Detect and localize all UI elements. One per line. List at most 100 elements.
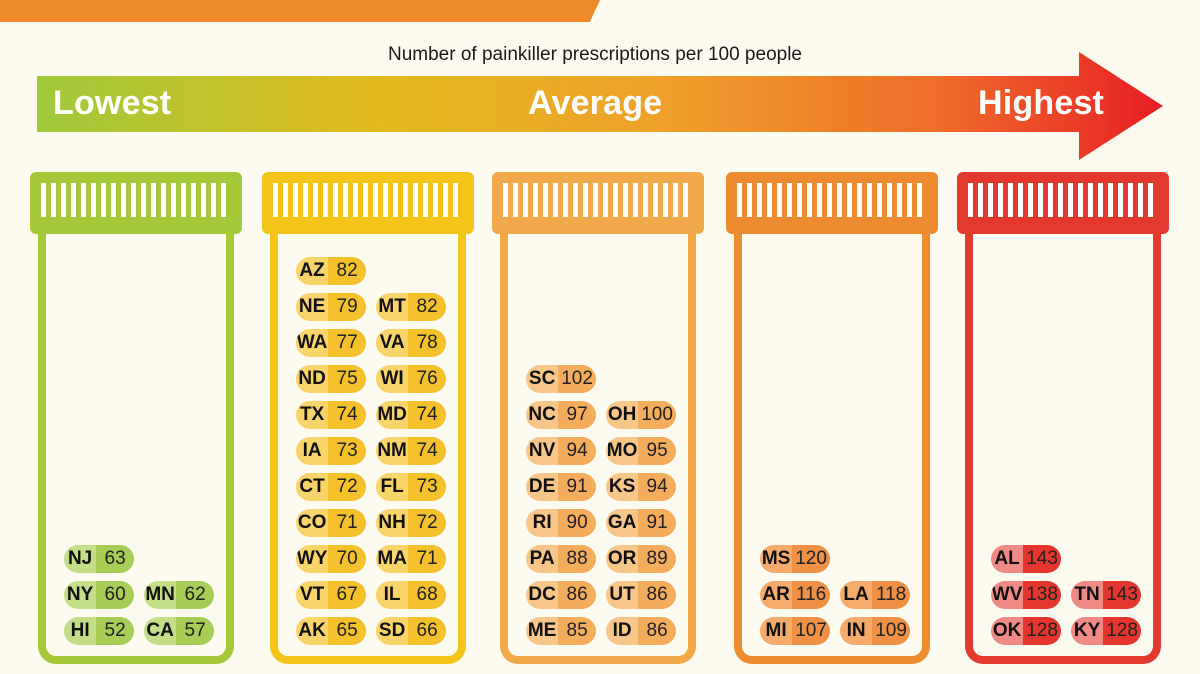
state-code: AK — [296, 617, 329, 645]
state-code: NH — [376, 509, 409, 537]
state-code: TN — [1071, 581, 1104, 609]
state-pill-ms: MS 120 — [760, 545, 830, 573]
state-pill-ma: MA 71 — [376, 545, 446, 573]
state-code: FL — [376, 473, 409, 501]
state-code: MD — [376, 401, 409, 429]
state-code: MI — [760, 617, 793, 645]
prescription-value: 118 — [872, 581, 910, 609]
state-pill-id: ID 86 — [606, 617, 676, 645]
state-pill-pa: PA 88 — [526, 545, 596, 573]
top-color-band — [0, 0, 600, 22]
jar-lid — [492, 172, 704, 234]
state-code: WA — [296, 329, 329, 357]
prescription-value: 74 — [408, 401, 446, 429]
jar-lid-ridges — [41, 183, 231, 217]
state-code: NY — [64, 581, 97, 609]
state-pill-ia: IA 73 — [296, 437, 366, 465]
jar-lid — [726, 172, 938, 234]
state-code: MS — [760, 545, 793, 573]
state-code: NE — [296, 293, 329, 321]
prescription-value: 86 — [638, 617, 676, 645]
state-code: KY — [1071, 617, 1104, 645]
state-pill-ok: OK 128 — [991, 617, 1061, 645]
prescription-value: 75 — [328, 365, 366, 393]
state-code: MN — [144, 581, 177, 609]
prescription-value: 138 — [1023, 581, 1061, 609]
state-pill-ut: UT 86 — [606, 581, 676, 609]
state-code: ND — [296, 365, 329, 393]
jar-lid — [30, 172, 242, 234]
state-code: IA — [296, 437, 329, 465]
state-code: ME — [526, 617, 559, 645]
prescription-value: 62 — [176, 581, 214, 609]
jar-lid-ridges — [273, 183, 463, 217]
state-pill-la: LA 118 — [840, 581, 910, 609]
state-pill-ny: NY 60 — [64, 581, 134, 609]
state-pill-tn: TN 143 — [1071, 581, 1141, 609]
state-code: WY — [296, 545, 329, 573]
state-code: GA — [606, 509, 639, 537]
state-code: NC — [526, 401, 559, 429]
prescription-value: 128 — [1103, 617, 1141, 645]
state-code: VA — [376, 329, 409, 357]
prescription-value: 82 — [408, 293, 446, 321]
state-code: NM — [376, 437, 409, 465]
jar-lid-ridges — [737, 183, 927, 217]
prescription-value: 107 — [792, 617, 830, 645]
state-code: MO — [606, 437, 639, 465]
prescription-value: 73 — [328, 437, 366, 465]
state-pill-fl: FL 73 — [376, 473, 446, 501]
prescription-value: 143 — [1023, 545, 1061, 573]
prescription-value: 100 — [638, 401, 676, 429]
state-code: MA — [376, 545, 409, 573]
state-code: VT — [296, 581, 329, 609]
state-pill-ct: CT 72 — [296, 473, 366, 501]
state-pill-al: AL 143 — [991, 545, 1061, 573]
chart-subtitle: Number of painkiller prescriptions per 1… — [387, 44, 802, 65]
state-code: TX — [296, 401, 329, 429]
prescription-value: 82 — [328, 257, 366, 285]
state-pill-mo: MO 95 — [606, 437, 676, 465]
state-pill-ri: RI 90 — [526, 509, 596, 537]
prescription-value: 89 — [638, 545, 676, 573]
state-code: OK — [991, 617, 1024, 645]
prescription-value: 102 — [558, 365, 596, 393]
state-code: IN — [840, 617, 873, 645]
jar-lid-ridges — [968, 183, 1158, 217]
state-code: CA — [144, 617, 177, 645]
state-pill-ne: NE 79 — [296, 293, 366, 321]
jar-lid — [262, 172, 474, 234]
state-code: RI — [526, 509, 559, 537]
state-pill-az: AZ 82 — [296, 257, 366, 285]
prescription-value: 79 — [328, 293, 366, 321]
state-pill-or: OR 89 — [606, 545, 676, 573]
scale-label-lowest: Lowest — [53, 84, 172, 122]
state-pill-wv: WV 138 — [991, 581, 1061, 609]
state-pill-de: DE 91 — [526, 473, 596, 501]
state-code: KS — [606, 473, 639, 501]
state-code: PA — [526, 545, 559, 573]
prescription-value: 67 — [328, 581, 366, 609]
prescription-value: 78 — [408, 329, 446, 357]
state-pill-tx: TX 74 — [296, 401, 366, 429]
prescription-value: 116 — [792, 581, 830, 609]
state-pill-me: ME 85 — [526, 617, 596, 645]
state-code: DC — [526, 581, 559, 609]
state-code: AZ — [296, 257, 329, 285]
prescription-value: 76 — [408, 365, 446, 393]
state-pill-oh: OH 100 — [606, 401, 676, 429]
prescription-value: 65 — [328, 617, 366, 645]
state-code: CT — [296, 473, 329, 501]
prescription-value: 74 — [328, 401, 366, 429]
state-code: OR — [606, 545, 639, 573]
state-code: LA — [840, 581, 873, 609]
state-pill-sd: SD 66 — [376, 617, 446, 645]
state-code: DE — [526, 473, 559, 501]
state-pill-dc: DC 86 — [526, 581, 596, 609]
scale-label-highest: Highest — [978, 84, 1105, 122]
jar-lid-ridges — [503, 183, 693, 217]
prescription-value: 52 — [96, 617, 134, 645]
scale-label-average: Average — [528, 84, 663, 122]
state-code: SC — [526, 365, 559, 393]
state-pill-hi: HI 52 — [64, 617, 134, 645]
